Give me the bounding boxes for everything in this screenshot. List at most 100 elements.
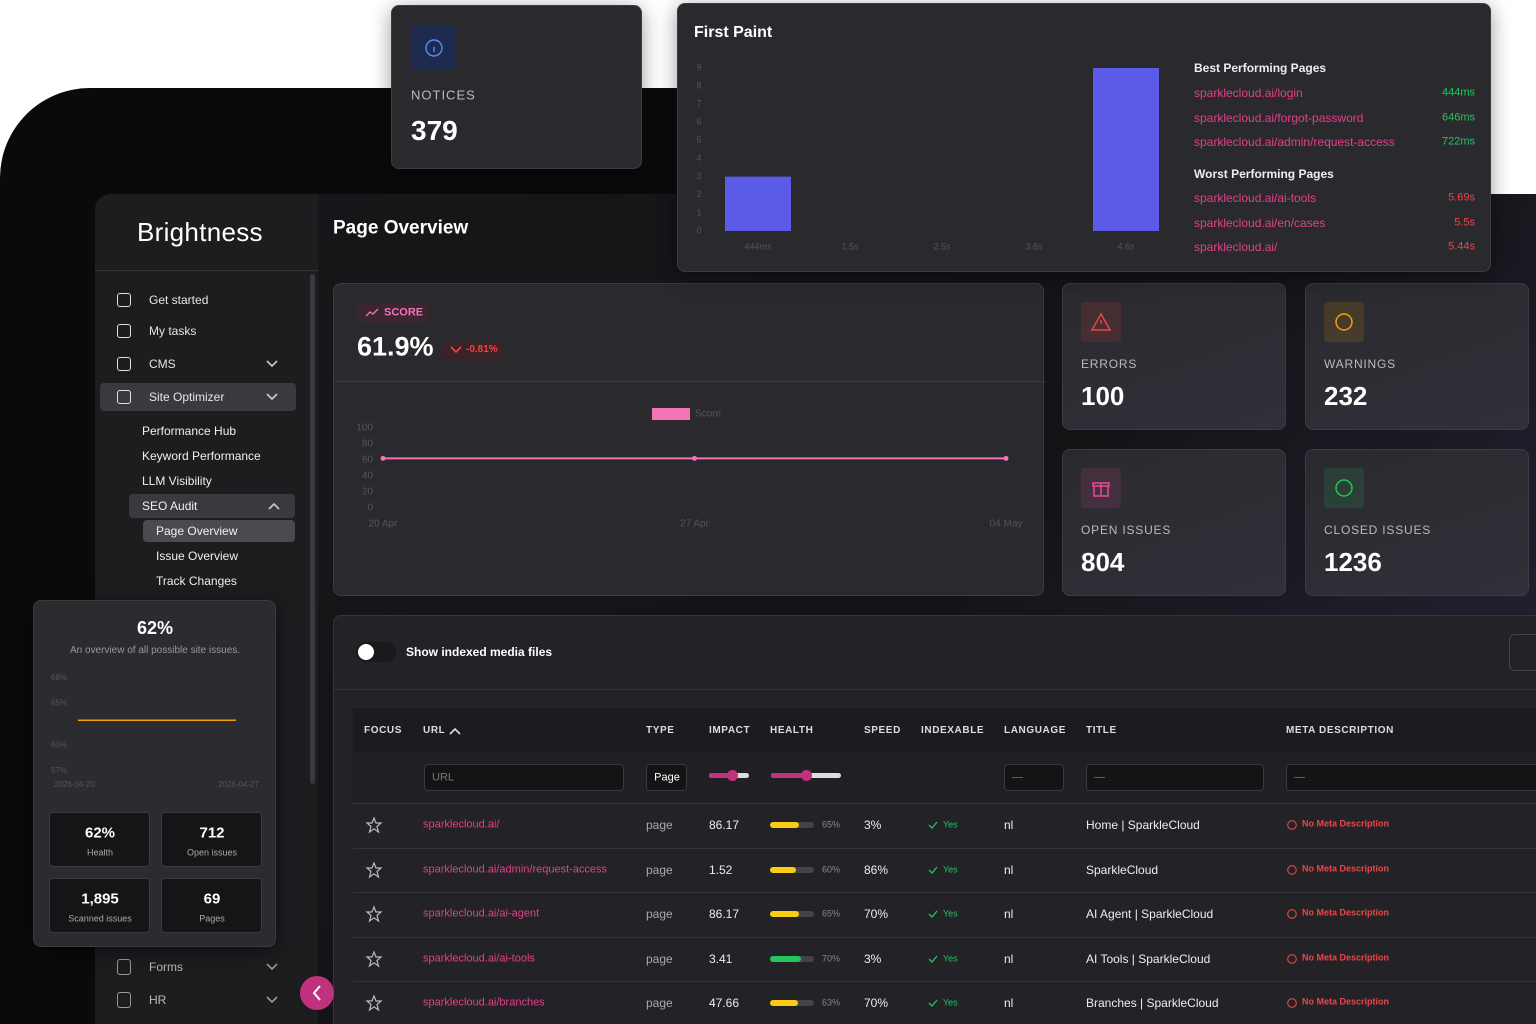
y-tick-label: 5	[696, 135, 701, 145]
column-header: FOCUS	[364, 725, 402, 736]
placeholder: —	[1094, 771, 1105, 784]
metric-tile: 62% Health	[49, 812, 150, 867]
row-divider	[353, 803, 1536, 804]
row-speed: 70%	[864, 996, 889, 1010]
page-url[interactable]: sparklecloud.ai/forgot-password	[1194, 110, 1364, 125]
row-divider	[353, 892, 1536, 893]
sub-nav-item[interactable]: LLM Visibility	[142, 474, 212, 488]
nav-icon	[117, 357, 131, 371]
row-type: page	[646, 907, 673, 921]
row-indexable: Yes	[943, 953, 958, 963]
check-icon	[928, 955, 938, 963]
y-tick-label: 6	[696, 117, 701, 127]
sub-nav-item[interactable]: Issue Overview	[156, 549, 239, 563]
point	[692, 455, 697, 461]
collapse-button[interactable]	[300, 976, 334, 1010]
nav-icon	[117, 959, 131, 975]
trend-icon	[365, 308, 379, 317]
slider-knob[interactable]	[727, 770, 738, 781]
focus-star	[365, 905, 383, 923]
y-tick-label: 80	[362, 439, 374, 450]
change-badge	[443, 341, 503, 359]
sub-nav-item[interactable]: Track Changes	[156, 574, 237, 588]
filter-input[interactable]: URL	[424, 764, 624, 791]
chevron-line	[266, 393, 278, 401]
check-icon	[928, 866, 938, 874]
y-tick-label: 1	[696, 207, 701, 217]
y-tick-label: 8	[696, 80, 701, 90]
logo: Brightness	[137, 217, 263, 247]
health-bar	[770, 1000, 798, 1006]
y-tick-label: 9	[696, 62, 701, 72]
nav-item[interactable]: HR	[149, 993, 167, 1007]
nav-item[interactable]: My tasks	[149, 324, 197, 338]
bar-chart: 0 1 2 3 4 5 6 7 8 9 444ms 1.5s 2.5s 3.6s 4.6s	[696, 62, 1159, 251]
nav-item[interactable]: Forms	[149, 960, 183, 974]
tile-value: 1,895	[81, 890, 119, 908]
sub-nav-item[interactable]: SEO Audit	[142, 499, 198, 513]
icon-box	[1324, 468, 1364, 508]
stat-icon	[1335, 313, 1353, 331]
icon-shape	[1335, 479, 1353, 497]
icon-shape	[1287, 998, 1297, 1008]
stat-card: ERRORS 100	[1062, 283, 1286, 430]
score-change: -0.81%	[466, 344, 498, 355]
sub-nav-item[interactable]: Page Overview	[156, 524, 238, 538]
page-time: 646ms	[1441, 111, 1475, 123]
stat-card: WARNINGS 232	[1305, 283, 1529, 430]
row-url[interactable]: sparklecloud.ai/	[423, 818, 500, 831]
metric-tile: 1,895 Scanned issues	[49, 878, 150, 933]
row-url[interactable]: sparklecloud.ai/ai-tools	[423, 952, 535, 964]
page-url[interactable]: sparklecloud.ai/en/cases	[1194, 215, 1326, 230]
sub-nav-item[interactable]: Keyword Performance	[142, 449, 261, 463]
y-tick-label: 57%	[51, 766, 67, 775]
row-url[interactable]: sparklecloud.ai/admin/request-access	[423, 863, 608, 875]
nav-item[interactable]: Get started	[149, 293, 209, 307]
x-tick-label: 2026-04-27	[218, 780, 259, 789]
star	[365, 905, 383, 923]
row-title: AI Agent | SparkleCloud	[1086, 907, 1214, 921]
page-url[interactable]: sparklecloud.ai/admin/request-access	[1194, 135, 1395, 149]
page-url[interactable]: sparklecloud.ai/login	[1194, 86, 1303, 100]
metric-tile: 712 Open issues	[161, 812, 262, 867]
column-header: SPEED	[864, 725, 901, 736]
tile-label: Open issues	[186, 847, 238, 858]
focus-star	[365, 860, 383, 878]
icon-shape	[1287, 864, 1297, 875]
nav-item[interactable]: CMS	[149, 357, 176, 371]
stat-label: WARNINGS	[1324, 357, 1396, 371]
slider-knob[interactable]	[801, 770, 812, 781]
star	[365, 949, 383, 967]
page-url[interactable]: sparklecloud.ai/ai-tools	[1194, 191, 1317, 205]
row-impact: 86.17	[709, 818, 740, 832]
filter-input[interactable]: —	[1286, 764, 1536, 791]
chevron	[268, 502, 280, 510]
filter-input[interactable]: —	[1004, 764, 1064, 791]
column-header: LANGUAGE	[1004, 725, 1067, 736]
row-speed: 86%	[864, 862, 889, 877]
row-url[interactable]: sparklecloud.ai/ai-agent	[423, 907, 540, 920]
page-url[interactable]: sparklecloud.ai/	[1194, 240, 1278, 254]
focus-star	[365, 816, 383, 834]
menu-button[interactable]	[1509, 634, 1536, 671]
stat-label: CLOSED ISSUES	[1324, 523, 1432, 537]
row-language: nl	[1004, 862, 1014, 877]
trend-line	[365, 308, 379, 317]
row-url[interactable]: sparklecloud.ai/branches	[423, 996, 545, 1009]
row-divider	[353, 847, 1536, 849]
point	[1003, 455, 1009, 461]
sub-nav-item[interactable]: Performance Hub	[142, 424, 237, 438]
chevron	[266, 360, 278, 368]
score-badge	[357, 303, 429, 322]
nav-item[interactable]: Site Optimizer	[149, 390, 225, 404]
type-filter[interactable]: Page	[646, 764, 687, 791]
toggle[interactable]	[356, 642, 396, 662]
check-icon	[928, 910, 938, 918]
check	[928, 910, 938, 918]
row-impact: 1.52	[709, 862, 733, 877]
filter-input[interactable]: —	[1086, 764, 1264, 791]
row-meta: No Meta Description	[1302, 863, 1390, 873]
page-time: 5.5s	[1454, 216, 1475, 228]
page-time: 444ms	[1441, 86, 1475, 99]
